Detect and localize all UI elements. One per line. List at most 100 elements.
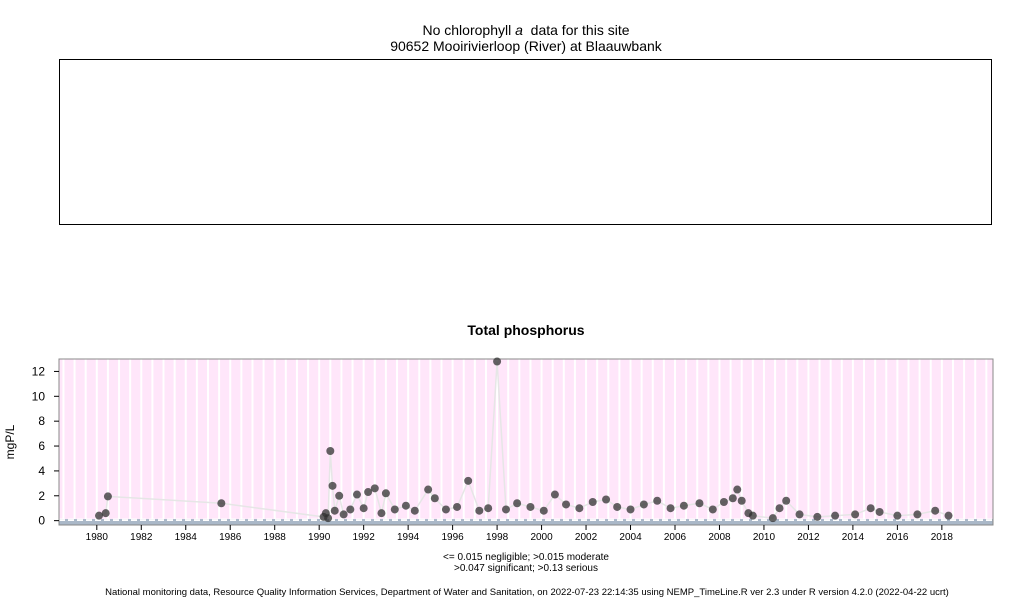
data-point — [326, 447, 335, 456]
data-point — [526, 502, 535, 511]
y-tick-label: 10 — [32, 389, 46, 403]
data-point — [931, 506, 940, 515]
x-tick-label: 1982 — [130, 532, 153, 543]
data-point — [639, 500, 648, 509]
x-tick-label: 2012 — [797, 532, 820, 543]
title-suffix: data for this site — [530, 22, 630, 38]
data-point — [430, 494, 439, 503]
x-tick-label: 2014 — [842, 532, 865, 543]
x-tick-label: 1996 — [441, 532, 464, 543]
data-point — [377, 509, 386, 518]
x-tick-label: 2018 — [931, 532, 954, 543]
data-point — [944, 511, 953, 520]
data-point — [913, 510, 922, 519]
x-tick-label: 1986 — [219, 532, 242, 543]
data-point — [782, 496, 791, 505]
data-point — [728, 494, 737, 503]
data-point — [95, 511, 104, 520]
x-tick-label: 1990 — [308, 532, 331, 543]
footnote-line-2: >0.047 significant; >0.13 serious — [454, 563, 598, 574]
data-point — [768, 514, 777, 523]
data-point — [775, 504, 784, 513]
data-point — [666, 504, 675, 513]
chart-header-title: No chlorophyll a data for this site — [0, 22, 1024, 38]
data-point — [813, 512, 822, 521]
data-point — [562, 500, 571, 509]
x-tick-label: 1980 — [86, 532, 109, 543]
data-point — [335, 491, 344, 500]
data-point — [708, 505, 717, 514]
data-point — [346, 505, 355, 514]
data-point — [602, 495, 611, 504]
data-point — [364, 488, 373, 497]
data-point — [324, 514, 333, 523]
x-tick-label: 2008 — [708, 532, 731, 543]
data-point — [501, 505, 510, 514]
x-tick-label: 2006 — [664, 532, 687, 543]
x-tick-label: 2010 — [753, 532, 776, 543]
data-point — [851, 510, 860, 519]
data-point — [653, 496, 662, 505]
data-point — [103, 492, 112, 501]
y-axis-label: mgP/L — [3, 424, 17, 459]
data-point — [539, 506, 548, 515]
data-point — [401, 501, 410, 510]
y-tick-label: 2 — [38, 489, 45, 503]
y-tick-label: 8 — [38, 414, 45, 428]
data-point — [737, 496, 746, 505]
y-tick-label: 0 — [38, 514, 45, 528]
data-point — [101, 509, 110, 518]
footnote-line-1: <= 0.015 negligible; >0.015 moderate — [443, 552, 609, 563]
data-point — [328, 481, 337, 490]
data-point — [588, 497, 597, 506]
data-point — [484, 504, 493, 513]
data-point — [679, 501, 688, 510]
x-tick-label: 2000 — [530, 532, 553, 543]
data-point — [464, 476, 473, 485]
data-point — [330, 506, 339, 515]
empty-chlorophyll-panel — [59, 59, 992, 225]
data-point — [453, 502, 462, 511]
data-point — [441, 505, 450, 514]
x-tick-label: 2004 — [619, 532, 642, 543]
site-name: 90652 Mooirivierloop (River) at Blaauwba… — [390, 38, 662, 54]
data-point — [866, 504, 875, 513]
data-point — [875, 507, 884, 516]
threshold-band — [59, 519, 993, 525]
data-point — [424, 485, 433, 494]
x-tick-label: 2002 — [575, 532, 598, 543]
data-point — [370, 484, 379, 493]
data-point — [613, 502, 622, 511]
chart-title: Total phosphorus — [467, 322, 585, 338]
data-point — [513, 499, 522, 508]
data-point — [352, 490, 361, 499]
data-point — [381, 489, 390, 498]
title-prefix: No chlorophyll — [422, 22, 512, 38]
data-point — [493, 357, 502, 366]
data-point — [748, 511, 757, 520]
data-point — [339, 510, 348, 519]
data-point — [795, 510, 804, 519]
title-italic: a — [515, 22, 523, 38]
data-point — [626, 505, 635, 514]
plot-frame — [58, 358, 994, 526]
data-point — [475, 506, 484, 515]
y-tick-label: 12 — [32, 364, 46, 378]
data-point — [575, 504, 584, 513]
credit-line: National monitoring data, Resource Quali… — [105, 587, 949, 598]
y-tick-label: 6 — [38, 439, 45, 453]
x-tick-label: 2016 — [886, 532, 909, 543]
data-point — [695, 499, 704, 508]
plot-background — [59, 359, 993, 525]
data-point — [733, 485, 742, 494]
x-tick-label: 1984 — [175, 532, 198, 543]
data-point — [893, 511, 902, 520]
data-point — [719, 497, 728, 506]
data-point — [410, 506, 419, 515]
data-point — [217, 499, 226, 508]
data-point — [359, 504, 368, 513]
data-point — [550, 490, 559, 499]
data-point — [390, 505, 399, 514]
x-tick-label: 1998 — [486, 532, 509, 543]
x-tick-label: 1992 — [353, 532, 376, 543]
